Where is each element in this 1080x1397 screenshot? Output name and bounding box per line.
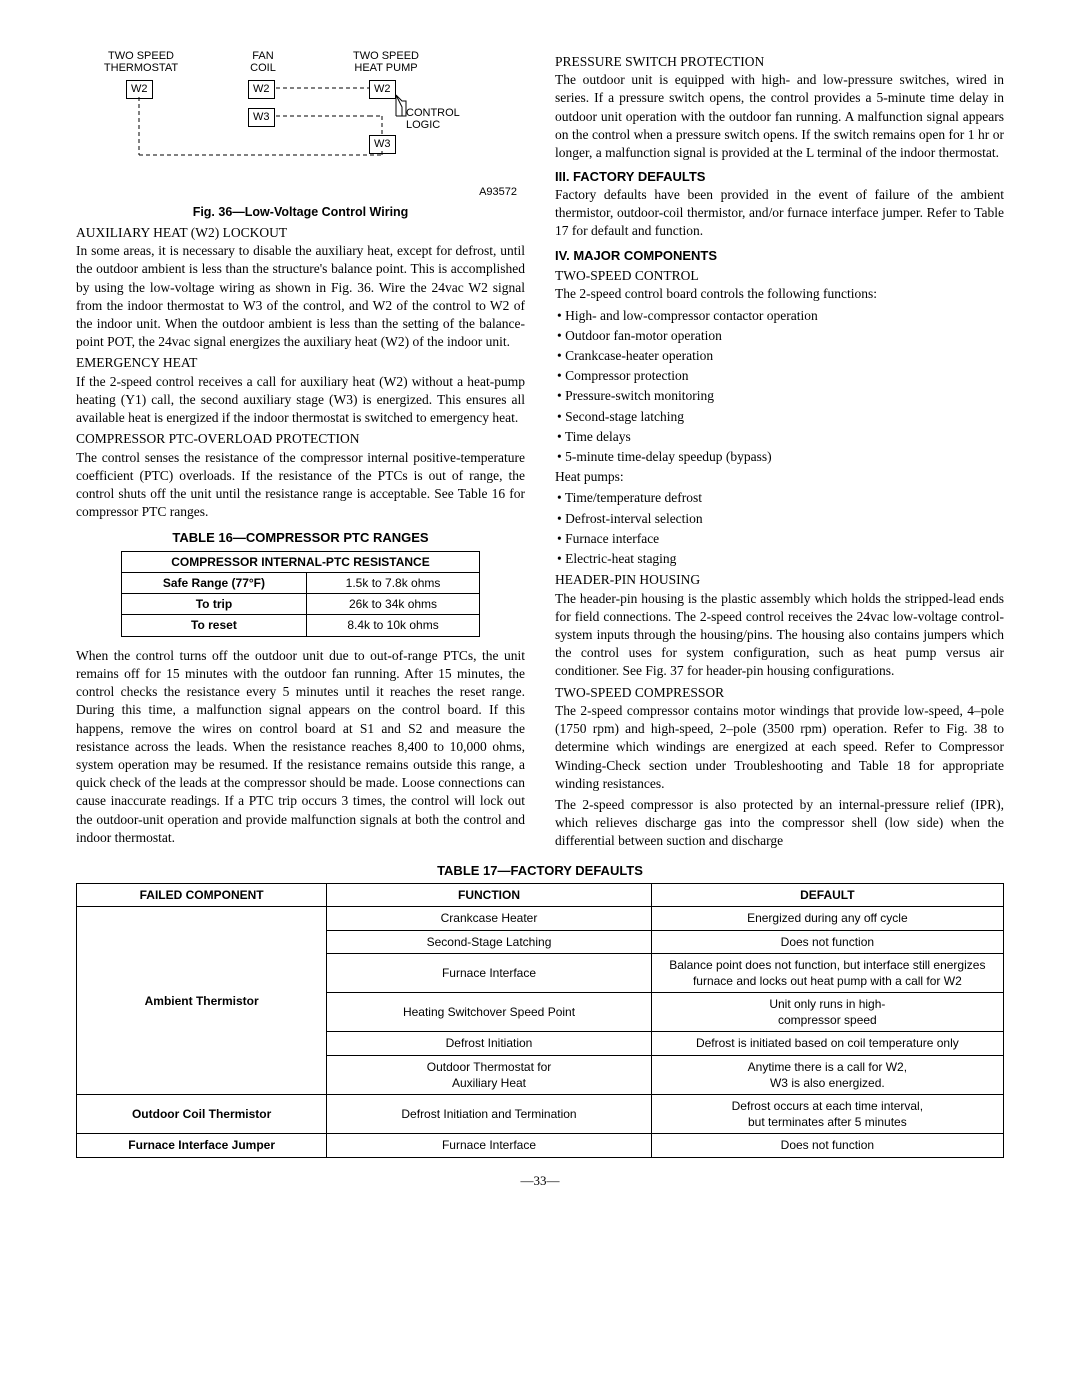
- ptc-after-body: When the control turns off the outdoor u…: [76, 647, 525, 847]
- list-item: Furnace interface: [557, 530, 1004, 548]
- ptc-body: The control senses the resistance of the…: [76, 449, 525, 522]
- tscomp-body-1: The 2-speed compressor contains motor wi…: [555, 702, 1004, 793]
- list-item: Defrost-interval selection: [557, 510, 1004, 528]
- wiring-diagram: TWO SPEEDTHERMOSTAT FANCOIL TWO SPEEDHEA…: [76, 50, 525, 200]
- psp-body: The outdoor unit is equipped with high- …: [555, 71, 1004, 162]
- section-iii-body: Factory defaults have been provided in t…: [555, 186, 1004, 241]
- table17-title: TABLE 17—FACTORY DEFAULTS: [76, 862, 1004, 880]
- list-item: High- and low-compressor contactor opera…: [557, 307, 1004, 325]
- section-iv-heading: IV. MAJOR COMPONENTS: [555, 247, 1004, 265]
- emergency-heat-heading: EMERGENCY HEAT: [76, 354, 525, 372]
- tsc-heading: TWO-SPEED CONTROL: [555, 267, 1004, 285]
- list-item: Pressure-switch monitoring: [557, 387, 1004, 405]
- hph-body: The header-pin housing is the plastic as…: [555, 590, 1004, 681]
- table-row: Outdoor Coil Thermistor Defrost Initiati…: [77, 1095, 1004, 1134]
- table-row: Furnace Interface Jumper Furnace Interfa…: [77, 1134, 1004, 1157]
- list-item: Electric-heat staging: [557, 550, 1004, 568]
- tscomp-heading: TWO-SPEED COMPRESSOR: [555, 684, 1004, 702]
- right-column: PRESSURE SWITCH PROTECTION The outdoor u…: [555, 50, 1004, 854]
- psp-heading: PRESSURE SWITCH PROTECTION: [555, 53, 1004, 71]
- list-item: Second-stage latching: [557, 408, 1004, 426]
- table-row: To reset 8.4k to 10k ohms: [121, 615, 479, 636]
- left-column: TWO SPEEDTHERMOSTAT FANCOIL TWO SPEEDHEA…: [76, 50, 525, 854]
- aux-heat-body: In some areas, it is necessary to disabl…: [76, 242, 525, 351]
- hph-heading: HEADER-PIN HOUSING: [555, 571, 1004, 589]
- list-item: Time delays: [557, 428, 1004, 446]
- ptc-heading: COMPRESSOR PTC-OVERLOAD PROTECTION: [76, 430, 525, 448]
- table16-header: COMPRESSOR INTERNAL-PTC RESISTANCE: [121, 551, 479, 572]
- list-item: Time/temperature defrost: [557, 489, 1004, 507]
- section-iii-heading: III. FACTORY DEFAULTS: [555, 168, 1004, 186]
- hp-label: Heat pumps:: [555, 468, 1004, 486]
- tsc-intro: The 2-speed control board controls the f…: [555, 285, 1004, 303]
- diagram-wires: [76, 50, 516, 200]
- list-item: Outdoor fan-motor operation: [557, 327, 1004, 345]
- aux-heat-heading: AUXILIARY HEAT (W2) LOCKOUT: [76, 224, 525, 242]
- table-header-row: FAILED COMPONENT FUNCTION DEFAULT: [77, 884, 1004, 907]
- list-item: 5-minute time-delay speedup (bypass): [557, 448, 1004, 466]
- table17: FAILED COMPONENT FUNCTION DEFAULT Ambien…: [76, 883, 1004, 1157]
- table-row: Safe Range (77°F) 1.5k to 7.8k ohms: [121, 573, 479, 594]
- figure-caption: Fig. 36—Low-Voltage Control Wiring: [76, 204, 525, 221]
- table-row: Ambient Thermistor Crankcase Heater Ener…: [77, 907, 1004, 930]
- two-column-layout: TWO SPEEDTHERMOSTAT FANCOIL TWO SPEEDHEA…: [76, 50, 1004, 854]
- list-item: Compressor protection: [557, 367, 1004, 385]
- hp-list: Time/temperature defrost Defrost-interva…: [555, 489, 1004, 568]
- table16-title: TABLE 16—COMPRESSOR PTC RANGES: [76, 529, 525, 547]
- table16: COMPRESSOR INTERNAL-PTC RESISTANCE Safe …: [121, 551, 480, 637]
- tscomp-body-2: The 2-speed compressor is also protected…: [555, 796, 1004, 851]
- table-row: To trip 26k to 34k ohms: [121, 594, 479, 615]
- diagram-figure-number: A93572: [479, 185, 525, 200]
- tsc-list: High- and low-compressor contactor opera…: [555, 307, 1004, 467]
- list-item: Crankcase-heater operation: [557, 347, 1004, 365]
- emergency-heat-body: If the 2-speed control receives a call f…: [76, 373, 525, 428]
- page-number: —33—: [76, 1172, 1004, 1190]
